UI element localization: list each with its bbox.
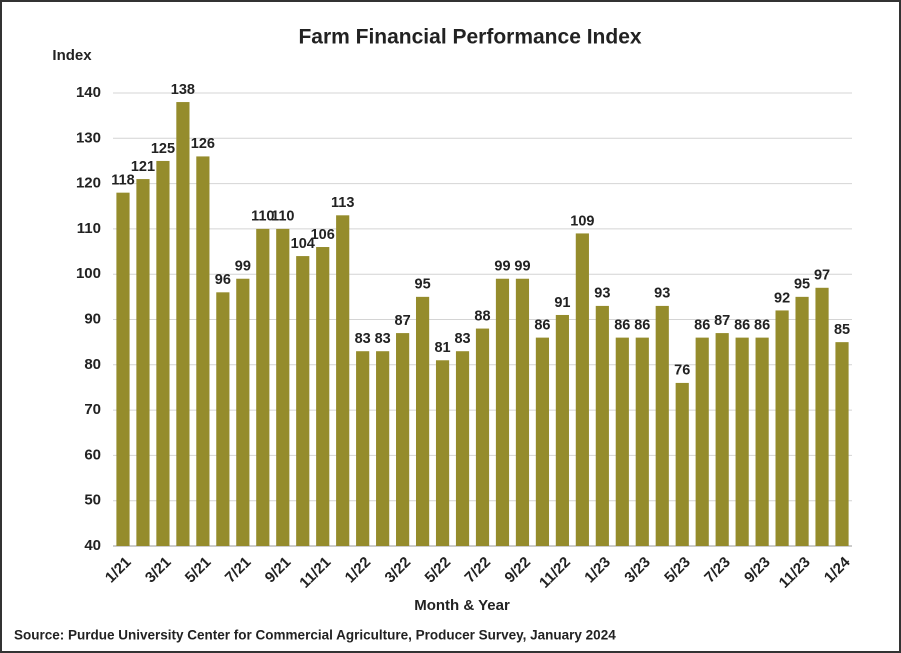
bar bbox=[236, 278, 250, 546]
bar bbox=[176, 102, 190, 546]
value-label: 92 bbox=[774, 290, 790, 306]
bar bbox=[595, 305, 609, 546]
value-label: 96 bbox=[215, 272, 231, 288]
value-label: 86 bbox=[754, 317, 770, 333]
value-label: 83 bbox=[355, 331, 371, 347]
bar bbox=[156, 160, 170, 546]
value-label: 95 bbox=[794, 277, 810, 293]
y-tick-label: 130 bbox=[76, 129, 101, 146]
y-tick-label: 110 bbox=[77, 220, 101, 237]
y-tick-label: 90 bbox=[84, 310, 101, 327]
bar bbox=[136, 179, 150, 546]
bar bbox=[715, 333, 729, 546]
bar bbox=[276, 228, 290, 546]
bar bbox=[655, 305, 669, 546]
bar bbox=[495, 278, 510, 546]
bar bbox=[415, 296, 430, 546]
bar bbox=[555, 314, 569, 546]
bar bbox=[356, 351, 370, 546]
value-label: 86 bbox=[734, 317, 750, 333]
value-label: 93 bbox=[594, 286, 610, 302]
value-label: 83 bbox=[375, 331, 391, 347]
bar bbox=[376, 351, 390, 546]
bar bbox=[695, 337, 709, 546]
bar bbox=[475, 328, 490, 546]
x-axis-label: Month & Year bbox=[414, 597, 510, 614]
bar bbox=[216, 292, 230, 546]
value-label: 109 bbox=[570, 213, 594, 229]
value-label: 110 bbox=[271, 209, 294, 225]
value-label: 83 bbox=[454, 331, 470, 347]
value-label: 93 bbox=[654, 286, 670, 302]
bar bbox=[815, 287, 829, 546]
value-label: 125 bbox=[151, 141, 175, 157]
bar bbox=[336, 215, 350, 546]
value-label: 138 bbox=[171, 82, 195, 98]
value-label: 104 bbox=[291, 236, 315, 252]
bar bbox=[116, 192, 130, 546]
value-label: 91 bbox=[554, 295, 570, 311]
bar bbox=[615, 337, 629, 546]
value-label: 81 bbox=[434, 340, 450, 356]
bar bbox=[515, 278, 530, 546]
bar bbox=[535, 337, 550, 546]
value-label: 87 bbox=[395, 313, 411, 329]
value-label: 106 bbox=[311, 227, 335, 243]
bar bbox=[675, 382, 689, 546]
bar bbox=[316, 247, 330, 546]
y-tick-label: 100 bbox=[76, 265, 101, 282]
y-tick-label: 70 bbox=[84, 401, 101, 418]
bar bbox=[196, 156, 210, 547]
value-label: 126 bbox=[191, 136, 215, 152]
value-label: 95 bbox=[415, 277, 431, 293]
value-label: 86 bbox=[614, 317, 630, 333]
value-label: 87 bbox=[714, 313, 730, 329]
value-label: 99 bbox=[514, 259, 530, 275]
bar bbox=[775, 310, 789, 546]
value-label: 76 bbox=[674, 363, 690, 379]
value-label: 99 bbox=[494, 259, 510, 275]
bar bbox=[755, 337, 769, 546]
value-label: 110 bbox=[251, 209, 274, 225]
value-label: 99 bbox=[235, 259, 251, 275]
bar bbox=[455, 351, 470, 546]
bar bbox=[435, 360, 450, 546]
value-label: 88 bbox=[474, 308, 490, 324]
value-label: 86 bbox=[534, 317, 550, 333]
y-tick-label: 50 bbox=[84, 492, 101, 509]
y-tick-label: 60 bbox=[84, 446, 101, 463]
y-axis-label: Index bbox=[52, 47, 92, 64]
y-tick-label: 140 bbox=[76, 84, 101, 101]
value-label: 86 bbox=[694, 317, 710, 333]
value-label: 118 bbox=[111, 172, 134, 188]
bar bbox=[256, 228, 270, 546]
value-label: 86 bbox=[634, 317, 650, 333]
value-label: 121 bbox=[131, 159, 155, 175]
bar bbox=[735, 337, 749, 546]
chart-title: Farm Financial Performance Index bbox=[298, 26, 641, 49]
bar bbox=[575, 233, 589, 546]
y-tick-label: 120 bbox=[76, 175, 101, 192]
bar bbox=[635, 337, 649, 546]
bar bbox=[795, 296, 809, 546]
y-tick-label: 80 bbox=[84, 356, 101, 373]
bar bbox=[296, 256, 310, 546]
source-note: Source: Purdue University Center for Com… bbox=[14, 628, 616, 643]
value-label: 97 bbox=[814, 268, 830, 284]
value-label: 113 bbox=[331, 195, 354, 211]
y-tick-label: 40 bbox=[84, 537, 101, 554]
bar bbox=[835, 342, 849, 546]
value-label: 85 bbox=[834, 322, 850, 338]
bar bbox=[396, 333, 410, 546]
